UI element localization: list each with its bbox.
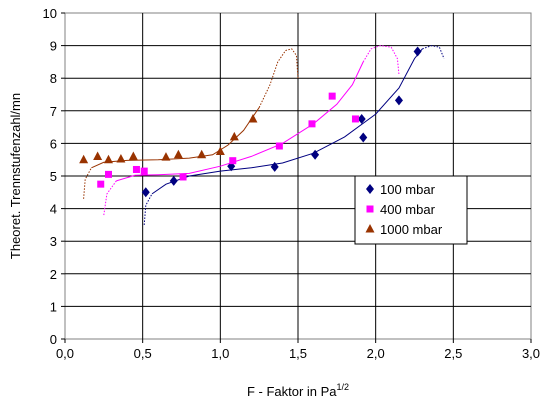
legend-box: [354, 175, 468, 245]
data-point-triangle: [128, 151, 138, 160]
data-point-square: [229, 157, 237, 165]
x-axis-title-main: F - Faktor in Pa: [247, 384, 337, 399]
data-point-square: [351, 115, 359, 123]
data-point-square: [179, 173, 187, 181]
data-point-triangle: [79, 154, 89, 164]
legend-label: 400 mbar: [380, 202, 436, 217]
legend-marker-diamond: [366, 184, 374, 194]
data-point-triangle: [197, 149, 207, 159]
trend-line-dotted-start: [143, 193, 153, 225]
data-point-triangle: [215, 146, 225, 156]
data-point-square: [328, 92, 336, 100]
trend-line-dotted-end: [258, 48, 299, 108]
y-tick-label: 1: [50, 299, 57, 314]
legend-marker-triangle: [365, 224, 375, 233]
x-tick-label: 1,5: [289, 346, 307, 361]
legend-label: 100 mbar: [380, 182, 436, 197]
data-point-square: [140, 167, 148, 175]
gridlines: [65, 13, 531, 339]
data-points: [79, 46, 422, 198]
x-tick-label: 2,0: [367, 346, 385, 361]
y-tick-label: 10: [43, 6, 57, 21]
data-point-diamond: [394, 95, 403, 106]
data-point-triangle: [116, 154, 126, 163]
data-point-diamond: [169, 175, 178, 186]
x-axis-title-sup: 1/2: [337, 382, 350, 392]
data-point-diamond: [413, 46, 422, 57]
trend-line-dotted-end: [362, 45, 400, 75]
y-tick-label: 2: [50, 267, 57, 282]
y-tick-label: 6: [50, 136, 57, 151]
data-point-diamond: [357, 113, 366, 124]
data-point-diamond: [141, 187, 150, 198]
data-point-triangle: [173, 149, 183, 159]
data-point-square: [275, 142, 283, 150]
tick-labels: 0,0 0,5 1,0 1,5 2,0 2,5 3,0 0 1 2 3 4 5 6 7 8 9 10: [43, 6, 541, 361]
data-point-diamond: [311, 149, 320, 160]
legend-marker-square: [366, 205, 374, 213]
legend-label: 1000 mbar: [380, 222, 443, 237]
x-axis-title: F - Faktor in Pa1/2: [247, 382, 349, 399]
y-tick-label: 3: [50, 234, 57, 249]
x-tick-label: 0,5: [134, 346, 152, 361]
x-tick-label: 2,5: [444, 346, 462, 361]
y-tick-label: 5: [50, 169, 57, 184]
data-point-square: [308, 120, 316, 128]
trend-line-dotted-start: [103, 180, 117, 216]
trend-line-dotted-start: [83, 167, 92, 199]
data-point-square: [104, 170, 112, 178]
legend: 100 mbar 400 mbar 1000 mbar: [354, 175, 468, 245]
y-tick-label: 8: [50, 71, 57, 86]
y-tick-label: 7: [50, 104, 57, 119]
y-tick-label: 0: [50, 332, 57, 347]
x-tick-label: 1,0: [211, 346, 229, 361]
y-tick-label: 4: [50, 202, 57, 217]
trend-line: [116, 61, 364, 182]
data-point-diamond: [359, 132, 368, 143]
data-point-triangle: [248, 113, 258, 123]
data-point-triangle: [229, 131, 239, 141]
x-tick-label: 0,0: [56, 346, 74, 361]
data-point-square: [97, 180, 105, 188]
data-point-diamond: [270, 161, 279, 172]
data-point-triangle: [93, 151, 103, 160]
y-axis-title: Theoret. Trennstufenzahl/mn: [8, 93, 23, 259]
data-point-square: [132, 165, 140, 173]
y-tick-label: 9: [50, 39, 57, 54]
x-tick-label: 3,0: [522, 346, 540, 361]
data-point-triangle: [103, 154, 113, 164]
data-point-triangle: [161, 152, 171, 161]
